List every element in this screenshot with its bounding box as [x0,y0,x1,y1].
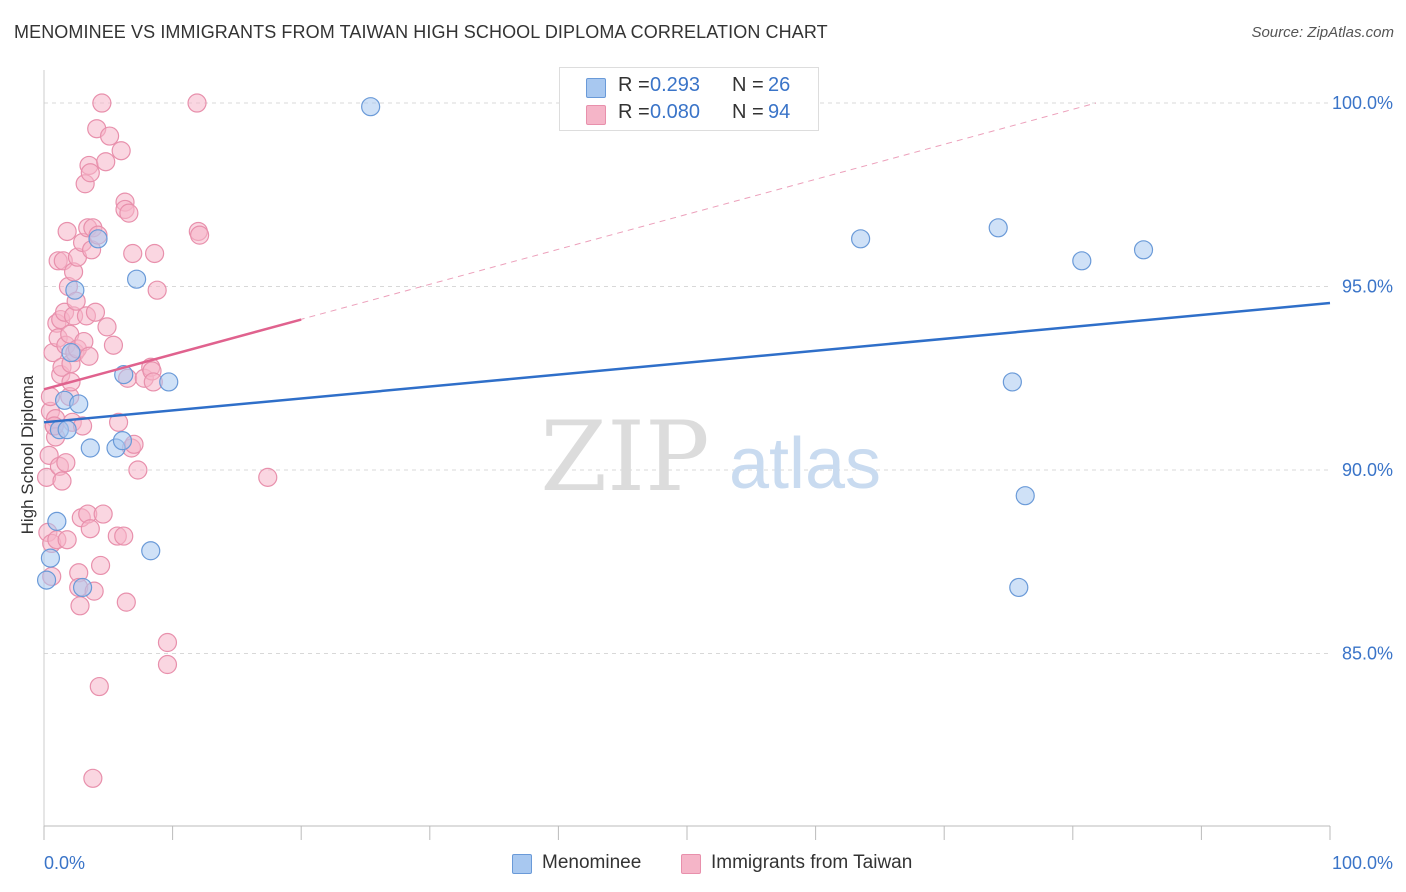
taiwan-point [96,152,116,172]
taiwan-point [144,243,165,264]
taiwan-point [157,632,178,653]
taiwan-point [93,504,113,524]
taiwan-point [80,163,100,183]
taiwan-point [123,243,143,264]
y-tick-label: 100.0% [1332,93,1393,113]
menominee-trend-line [43,301,1331,424]
taiwan-point [187,93,207,113]
taiwan-point [90,555,111,576]
n-label: N = [732,101,764,123]
taiwan-trend-line [43,318,302,391]
trend-lines [43,102,1331,424]
taiwan-point [83,768,103,788]
taiwan-point [85,302,106,322]
menominee-point [988,218,1008,238]
taiwan-point [57,221,77,242]
r-value: 0.080 [650,101,701,123]
x-tick-labels: 0.0% 100.0% [44,853,1393,873]
taiwan-point [111,141,131,161]
taiwan-point [114,526,134,546]
menominee-point [126,269,147,289]
series-legend: Menominee Immigrants from Taiwan [0,852,1406,878]
taiwan-point [119,203,139,223]
watermark-atlas: atlas [729,424,881,504]
taiwan-point [147,280,167,300]
taiwan-swatch [586,105,606,125]
menominee-swatch [586,78,606,98]
taiwan-point [116,592,136,612]
chart-title: MENOMINEE VS IMMIGRANTS FROM TAIWAN HIGH… [14,22,828,42]
menominee-point [88,229,108,249]
taiwan-point [157,654,178,675]
taiwan-point [70,596,90,616]
n-value: 26 [768,74,791,96]
y-tick-label: 90.0% [1342,460,1393,480]
menominee-legend-swatch [512,854,532,874]
menominee-point [69,394,89,414]
menominee-point [57,420,77,440]
menominee-point [159,372,179,392]
n-value: 94 [768,101,791,123]
menominee-point [1072,251,1092,271]
taiwan-point [190,225,210,245]
taiwan-point [89,676,109,697]
taiwan-point [128,460,148,480]
menominee-point [65,280,85,300]
watermark-zip: ZIP [540,401,709,513]
menominee-point [36,570,57,590]
menominee-points [36,97,1154,598]
taiwan-point [108,412,129,432]
menominee-point [851,229,871,249]
y-tick-label: 85.0% [1342,644,1393,664]
taiwan-point [92,93,112,113]
taiwan-legend-swatch [681,854,701,874]
taiwan-point [79,346,99,366]
menominee-point [40,548,61,568]
menominee-point [361,97,381,117]
menominee-point [80,438,100,458]
menominee-point [1133,240,1154,260]
taiwan-points [36,93,278,788]
taiwan-point [52,471,72,491]
x-tick-label: 0.0% [44,853,85,873]
menominee-point [47,511,67,531]
taiwan-point [80,519,100,539]
x-tick-label: 100.0% [1332,853,1393,873]
menominee-point [1002,372,1022,392]
taiwan-point [57,530,77,550]
r-label: R = [618,101,650,123]
menominee-point [72,577,93,598]
r-value: 0.293 [650,74,701,96]
grid-lines [44,102,1330,655]
menominee-point [1009,577,1029,598]
source-label: Source: ZipAtlas.com [1251,24,1394,41]
taiwan-point [56,453,76,473]
legend-label: Menominee [542,852,642,873]
y-tick-label: 95.0% [1342,277,1393,297]
menominee-point [141,541,161,561]
watermark: ZIP atlas [540,401,881,513]
taiwan-point [97,317,117,337]
menominee-point [61,342,81,363]
taiwan-point [258,467,278,487]
stats-legend: R = 0.293 N = 26 R = 0.080 N = 94 [559,67,819,131]
taiwan-point [99,126,120,146]
legend-label: Immigrants from Taiwan [711,852,913,873]
n-label: N = [732,74,764,96]
taiwan-point [103,335,124,355]
menominee-point [1015,486,1035,506]
y-tick-labels: 100.0% 95.0% 90.0% 85.0% [1332,93,1393,663]
r-label: R = [618,74,650,96]
menominee-point [112,431,133,451]
